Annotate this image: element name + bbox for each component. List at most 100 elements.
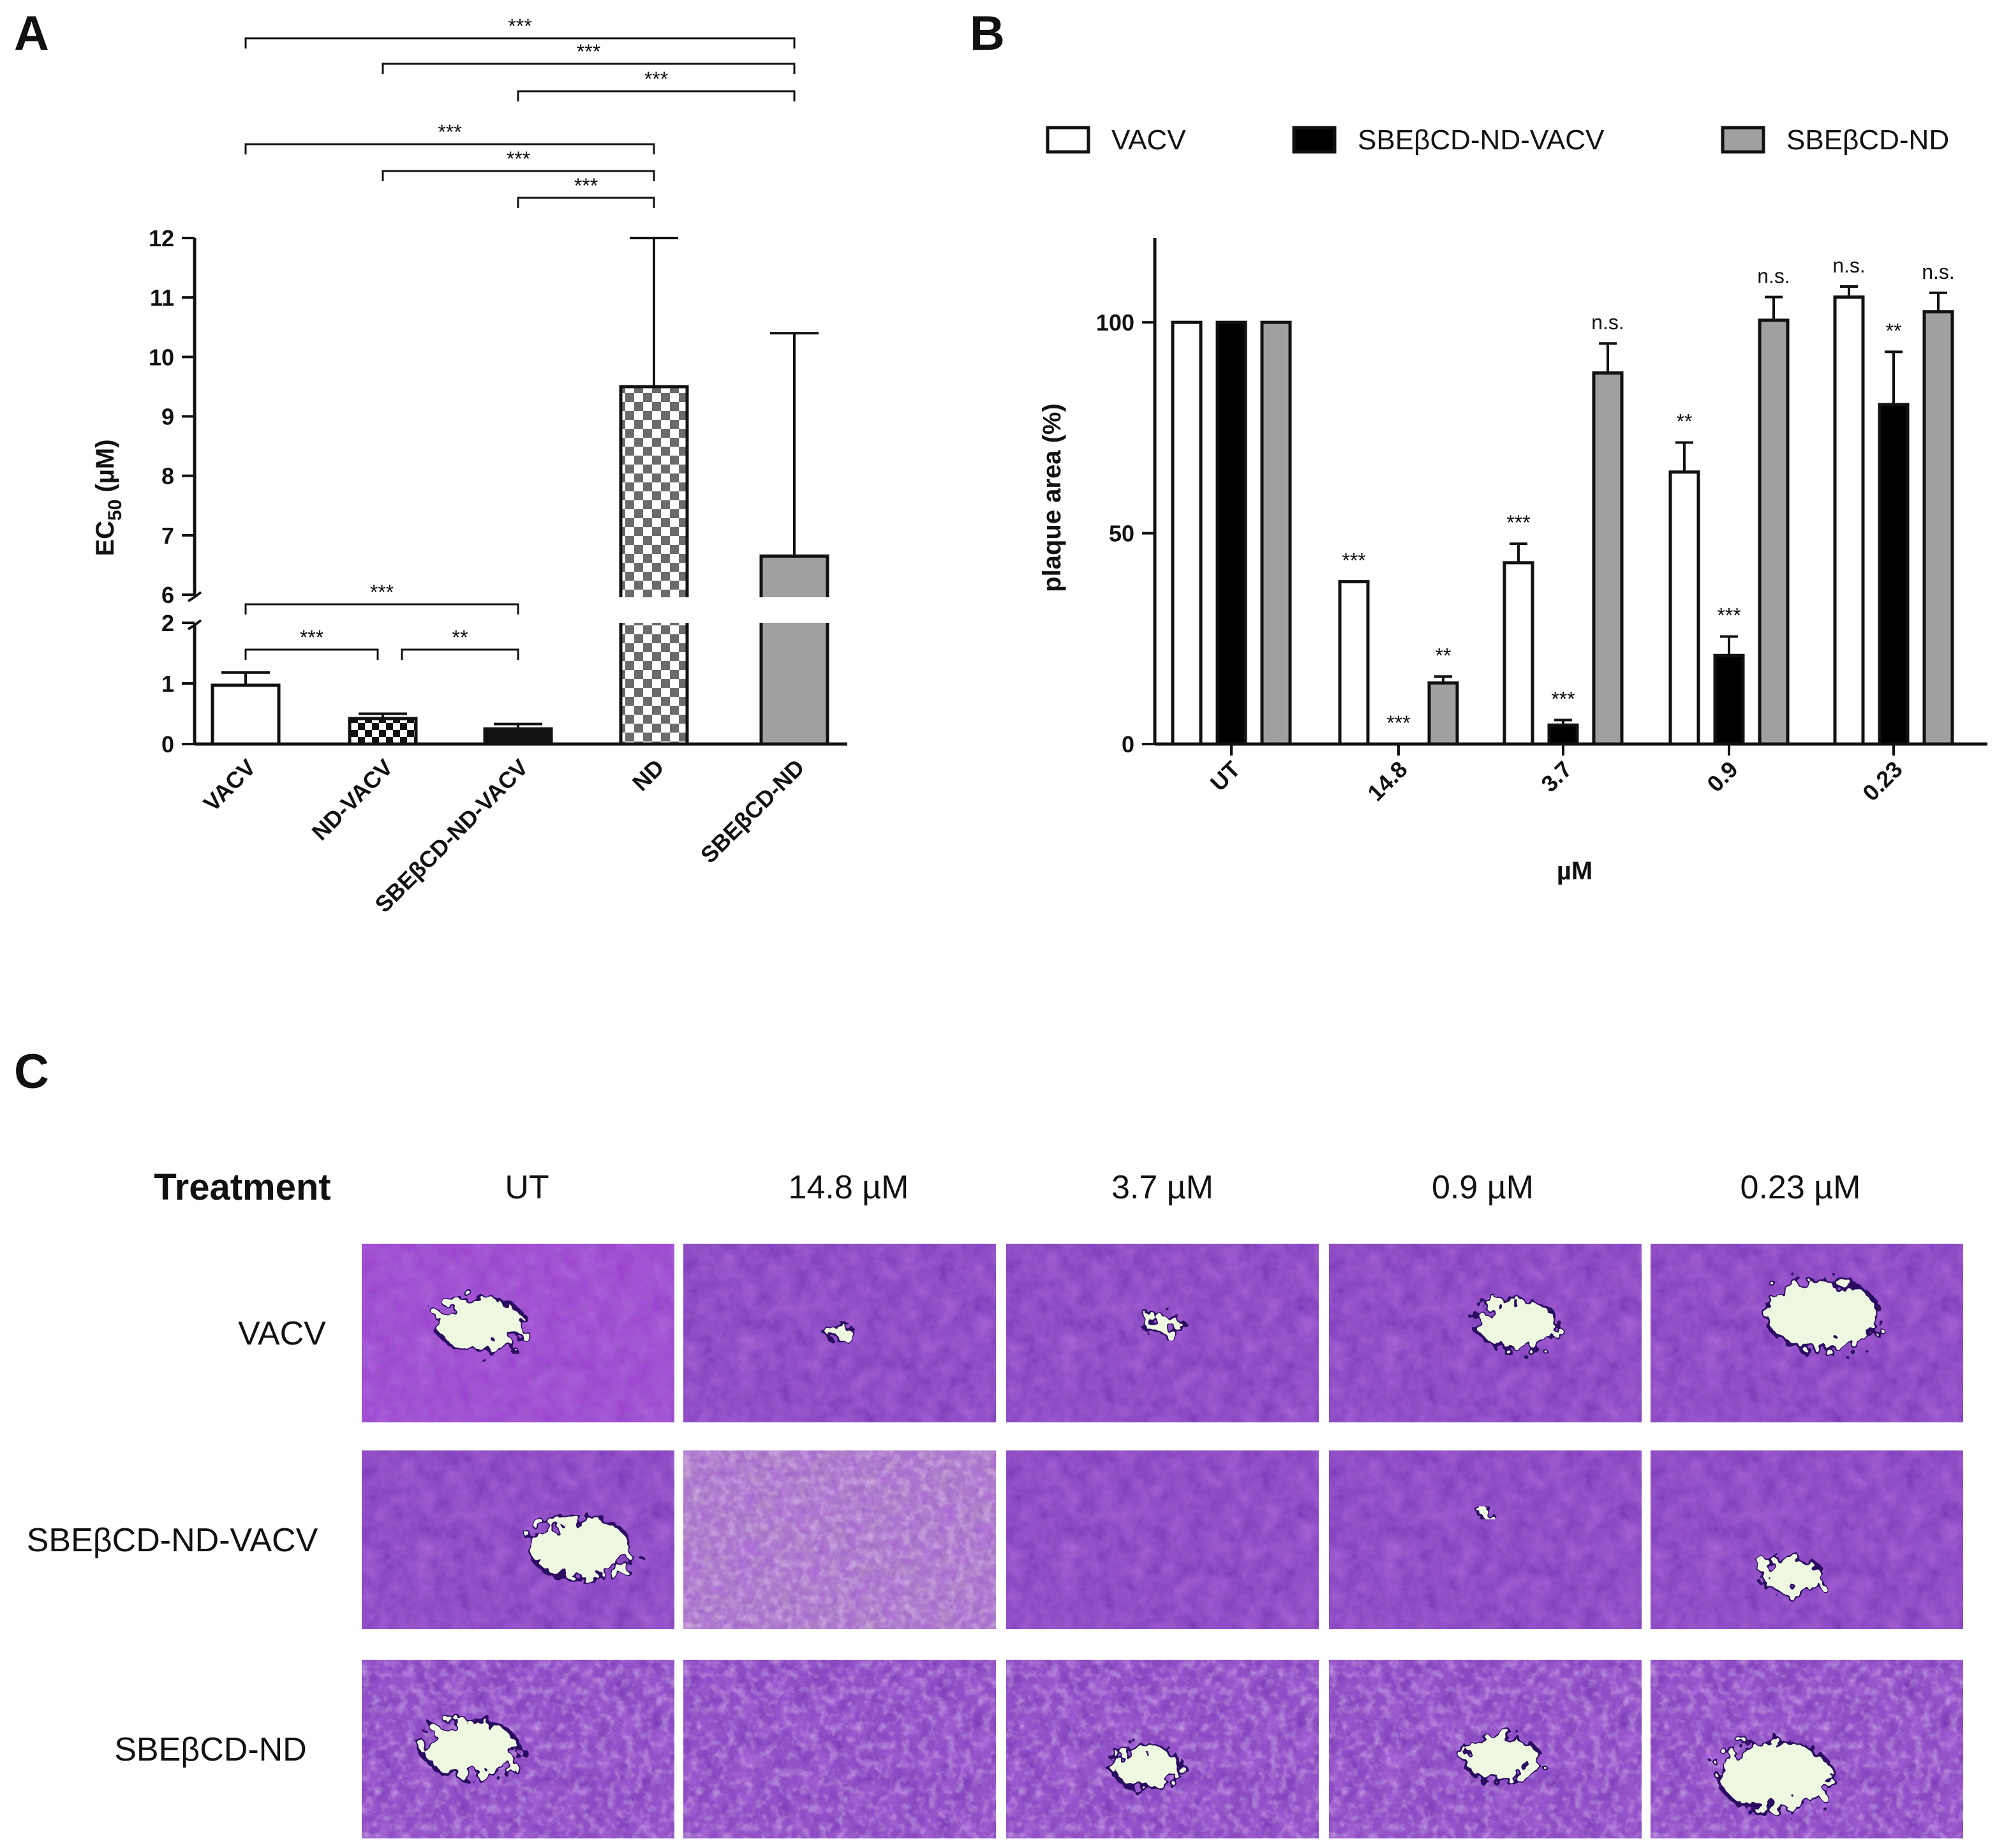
a-bar-2 bbox=[348, 717, 418, 746]
a-axis-break-mark-upper bbox=[187, 591, 202, 602]
b-bar bbox=[1758, 318, 1790, 746]
a-significance-brackets: ************************ ** bbox=[244, 15, 796, 660]
b-bar bbox=[1922, 310, 1954, 746]
plaque bbox=[1757, 1554, 1825, 1597]
micrograph-border bbox=[682, 1242, 997, 1424]
micrograph-content bbox=[1328, 1450, 1642, 1630]
micrograph-border bbox=[360, 1242, 676, 1424]
micrograph-content bbox=[1650, 1659, 1964, 1839]
b-bar bbox=[1171, 320, 1203, 746]
panel-b-letter: B bbox=[970, 6, 1005, 61]
b-bar-stat-label: *** bbox=[1551, 687, 1575, 710]
b-x-tick-label: 14.8 bbox=[1362, 756, 1413, 807]
plaque-area bbox=[1763, 1278, 1882, 1352]
a-bracket-label: ** bbox=[452, 626, 468, 649]
b-legend-label: SBEβCD-ND bbox=[1786, 124, 1949, 156]
row-heading: VACV bbox=[238, 1315, 326, 1352]
b-bar-stat-label: n.s. bbox=[1757, 265, 1790, 288]
b-x-tick-labels: UT 14.8 3.7 0.9 0.23 bbox=[1205, 756, 1908, 807]
plaque-area bbox=[421, 1718, 521, 1780]
b-legend-swatch bbox=[1721, 126, 1765, 154]
b-bars: **************n.s.*****n.s. n.s.**n.s. bbox=[1171, 254, 1955, 746]
micrograph-content bbox=[1328, 1659, 1642, 1839]
a-y-tick-label: 9 bbox=[161, 404, 174, 430]
plaque-area bbox=[528, 1516, 634, 1582]
plaque-area bbox=[1757, 1554, 1825, 1597]
micrograph-cell bbox=[360, 1658, 676, 1840]
micrograph-content bbox=[1650, 1243, 1964, 1423]
a-y-tick-label: 8 bbox=[161, 463, 174, 489]
micrograph-cell bbox=[1649, 1449, 1964, 1630]
micrograph-content bbox=[1328, 1243, 1642, 1423]
a-y-title-sub: 50 bbox=[105, 500, 126, 521]
b-y-axis-title: plaque area (%) bbox=[1038, 403, 1066, 592]
b-bar bbox=[1215, 320, 1247, 746]
b-bar-stat-label: ** bbox=[1677, 410, 1693, 433]
a-bracket bbox=[244, 603, 519, 615]
row-heading: SBEβCD-ND bbox=[114, 1731, 307, 1768]
b-bar bbox=[1547, 723, 1579, 746]
micrograph-cell bbox=[682, 1658, 997, 1840]
panel-a-letter: A bbox=[14, 6, 49, 61]
micrograph-texture-light bbox=[683, 1659, 997, 1839]
b-bar bbox=[1833, 295, 1865, 746]
b-x-tick-label: UT bbox=[1205, 756, 1245, 796]
micrograph-texture-light bbox=[683, 1450, 997, 1630]
micrograph-content bbox=[1006, 1659, 1319, 1839]
b-legend-swatch bbox=[1046, 126, 1090, 154]
micrograph-cell bbox=[1649, 1242, 1964, 1424]
b-bar bbox=[1878, 403, 1910, 746]
b-bar-stat-label: n.s. bbox=[1922, 260, 1955, 283]
plaque bbox=[824, 1322, 856, 1344]
a-bracket-label: *** bbox=[438, 121, 461, 144]
plaque-area bbox=[1473, 1297, 1561, 1351]
micrograph-border bbox=[360, 1658, 676, 1840]
micrograph-content bbox=[1006, 1243, 1319, 1423]
plaque bbox=[1110, 1744, 1184, 1791]
a-bracket-label: *** bbox=[574, 174, 598, 197]
b-bar bbox=[1260, 320, 1292, 746]
b-bar-stat-label: n.s. bbox=[1591, 311, 1624, 334]
plaque bbox=[1763, 1278, 1882, 1352]
b-bar bbox=[1592, 371, 1624, 746]
b-y-tick-label: 50 bbox=[1109, 521, 1134, 547]
micrograph-border bbox=[1328, 1242, 1643, 1424]
b-y-tick-label: 100 bbox=[1096, 309, 1134, 336]
micrograph-border bbox=[1649, 1449, 1964, 1630]
a-y-tick-label: 0 bbox=[161, 731, 174, 757]
a-bracket bbox=[517, 90, 796, 101]
plaque bbox=[528, 1516, 634, 1582]
micrograph-texture-dark bbox=[1328, 1450, 1642, 1630]
micrograph-cell bbox=[1328, 1658, 1643, 1840]
micrograph-content bbox=[361, 1659, 675, 1839]
column-heading: 14.8 µM bbox=[789, 1169, 909, 1206]
b-bar bbox=[1668, 470, 1700, 746]
a-bracket-label: *** bbox=[370, 581, 394, 604]
micrograph-texture-dark bbox=[1650, 1450, 1964, 1630]
a-bracket-label: *** bbox=[577, 40, 600, 63]
micrograph-cell bbox=[1328, 1449, 1643, 1630]
a-y-tick-label: 6 bbox=[161, 582, 174, 608]
plaque-area bbox=[1141, 1310, 1184, 1338]
a-bar-5 bbox=[759, 554, 829, 746]
micrograph-content bbox=[361, 1450, 675, 1630]
plaque-area bbox=[433, 1295, 527, 1353]
a-bar-1 bbox=[211, 683, 281, 746]
micrograph-cell bbox=[1649, 1658, 1964, 1840]
micrograph-content bbox=[683, 1450, 997, 1630]
a-axis-break-mark-lower bbox=[187, 619, 202, 630]
a-bracket-label: *** bbox=[507, 147, 530, 170]
a-y-title-unit: (µM) bbox=[91, 439, 119, 499]
treatment-heading: Treatment bbox=[154, 1166, 330, 1208]
plaque bbox=[1473, 1297, 1561, 1351]
a-bracket-label: *** bbox=[644, 68, 668, 91]
b-y-tick-label: 0 bbox=[1122, 731, 1134, 757]
micrograph-content bbox=[1650, 1450, 1964, 1630]
a-bar-3 bbox=[483, 727, 553, 746]
micrograph-border bbox=[1649, 1242, 1964, 1424]
panel-c-letter: C bbox=[14, 1045, 49, 1099]
a-bracket-label: *** bbox=[508, 15, 531, 38]
micrograph-border bbox=[1328, 1658, 1643, 1840]
b-bar bbox=[1427, 681, 1459, 746]
